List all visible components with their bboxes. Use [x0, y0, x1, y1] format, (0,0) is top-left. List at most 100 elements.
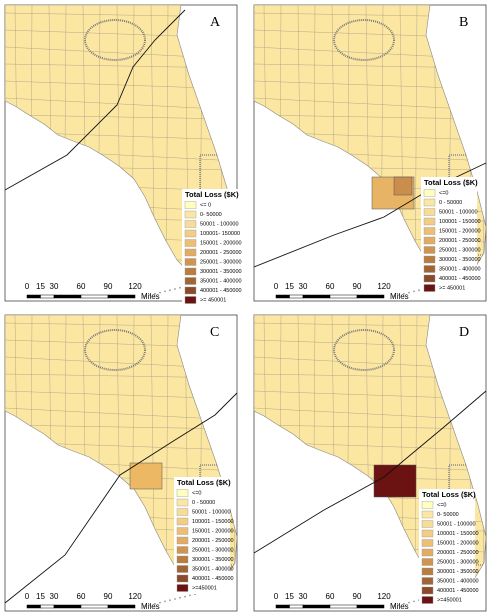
key-island: [174, 288, 176, 290]
legend-item: 200001 - 250000: [200, 250, 242, 256]
legend-title: Total Loss ($K): [424, 178, 478, 187]
scale-segment: [329, 604, 358, 609]
legend-swatch: [421, 510, 434, 519]
legend-title: Total Loss ($K): [185, 190, 239, 199]
legend-swatch: [421, 577, 434, 585]
key-island: [159, 291, 161, 294]
legend-item: 200001 - 250000: [192, 538, 234, 544]
storm-track: [4, 392, 238, 604]
key-island: [144, 295, 146, 298]
legend-swatch: [421, 501, 434, 509]
county-line: [254, 424, 486, 430]
legend-item: 150001 - 200000: [437, 540, 479, 546]
scale-segment: [107, 604, 136, 609]
legend-item: 200001 - 250000: [437, 550, 479, 556]
legend-swatch: [184, 201, 197, 209]
scale-unit: Miles: [390, 602, 409, 611]
legend-swatch: [423, 227, 436, 235]
legend-swatch: [176, 489, 189, 497]
legend-item: 0 - 50000: [192, 500, 215, 506]
scale-tick: 120: [377, 592, 391, 601]
legend-item: 150001 - 200000: [200, 240, 242, 246]
key-island: [403, 292, 405, 295]
scale-tick: 120: [128, 282, 142, 291]
legend-swatch: [176, 574, 189, 583]
legend-item: 100001 - 150000: [437, 531, 479, 537]
legend-item: 300001 - 350000: [192, 557, 234, 563]
legend-swatch: [421, 567, 434, 576]
legend-swatch: [423, 274, 436, 283]
scale-tick: 60: [77, 592, 86, 601]
panel-label: C: [210, 325, 219, 340]
loss-area: [373, 464, 417, 498]
legend-item: >=450001: [437, 597, 462, 603]
key-island: [398, 604, 400, 606]
key-island: [154, 602, 156, 605]
legend-item: <= 0: [200, 202, 211, 208]
legend-swatch: [421, 596, 434, 604]
county-line: [254, 97, 486, 111]
legend-swatch: [421, 548, 434, 557]
legend-swatch: [423, 284, 436, 292]
key-island: [393, 295, 395, 298]
legend-swatch: [176, 555, 189, 564]
legend-item: <=0: [192, 490, 201, 496]
legend-item: <=0: [437, 502, 446, 508]
legend-swatch: [423, 246, 436, 254]
legend-swatch: [184, 267, 197, 276]
legend-item: 400001 - 450000: [200, 288, 242, 294]
legend-swatch: [184, 248, 197, 257]
legend-swatch: [176, 498, 189, 507]
scale-tick: 30: [299, 592, 308, 601]
scale-tick: 90: [353, 282, 362, 291]
scale-segment: [329, 294, 358, 299]
scale-tick: 120: [128, 592, 142, 601]
legend-swatch: [184, 229, 197, 238]
map-panel: B Total Loss ($K) <=0 0 - 50000 50001 - 1000…: [253, 4, 487, 302]
scale-tick: 0: [25, 592, 30, 601]
legend-swatch: [176, 527, 189, 535]
legend-swatch: [176, 536, 189, 545]
map-panel: D Total Loss ($K) <=0 0- 50000 50001 - 10000…: [253, 314, 487, 612]
key-island: [169, 289, 171, 292]
scale-tick: 120: [377, 282, 391, 291]
scale-segment: [80, 604, 109, 609]
scale-segment: [40, 294, 55, 299]
scale-segment: [53, 604, 82, 609]
scale-unit: Miles: [141, 602, 160, 611]
key-island: [164, 290, 166, 293]
legend-item: 0 - 50000: [439, 200, 462, 206]
legend-item: 50001 - 100000: [200, 221, 239, 227]
legend-swatch: [184, 258, 197, 266]
scale-unit: Miles: [390, 292, 409, 301]
legend-item: <=0: [439, 190, 448, 196]
key-island: [144, 605, 146, 608]
scale-segment: [275, 604, 290, 609]
legend-item: 50001 - 100000: [192, 509, 231, 515]
legend-swatch: [184, 296, 197, 304]
legend-swatch: [423, 217, 436, 226]
scale-segment: [289, 294, 304, 299]
key-island: [179, 596, 181, 599]
scale-segment: [356, 604, 385, 609]
key-island: [184, 595, 186, 598]
scale-tick: 30: [50, 592, 59, 601]
key-island: [413, 290, 415, 293]
scale-segment: [53, 294, 82, 299]
scale-tick: 90: [353, 592, 362, 601]
legend-item: 300001 - 350000: [437, 569, 479, 575]
legend-item: 350001 - 400000: [192, 566, 234, 572]
legend-swatch: [421, 529, 434, 538]
legend-item: 150001 - 200000: [439, 228, 481, 234]
scale-segment: [80, 294, 109, 299]
scale-tick: 0: [274, 592, 279, 601]
map-panel: A Total Loss ($K) <= 0 0- 50000 50001 - 1000…: [4, 4, 242, 306]
legend-item: 50001 - 100000: [439, 209, 478, 215]
legend-item: 100001 - 150000: [192, 519, 234, 525]
scale-segment: [289, 604, 304, 609]
key-island: [398, 294, 400, 296]
county-line: [5, 424, 237, 430]
storm-track: [4, 9, 186, 191]
map-panel: C Total Loss ($K) <=0 0 - 50000 50001 - 1000…: [4, 314, 238, 612]
key-island: [408, 291, 410, 294]
